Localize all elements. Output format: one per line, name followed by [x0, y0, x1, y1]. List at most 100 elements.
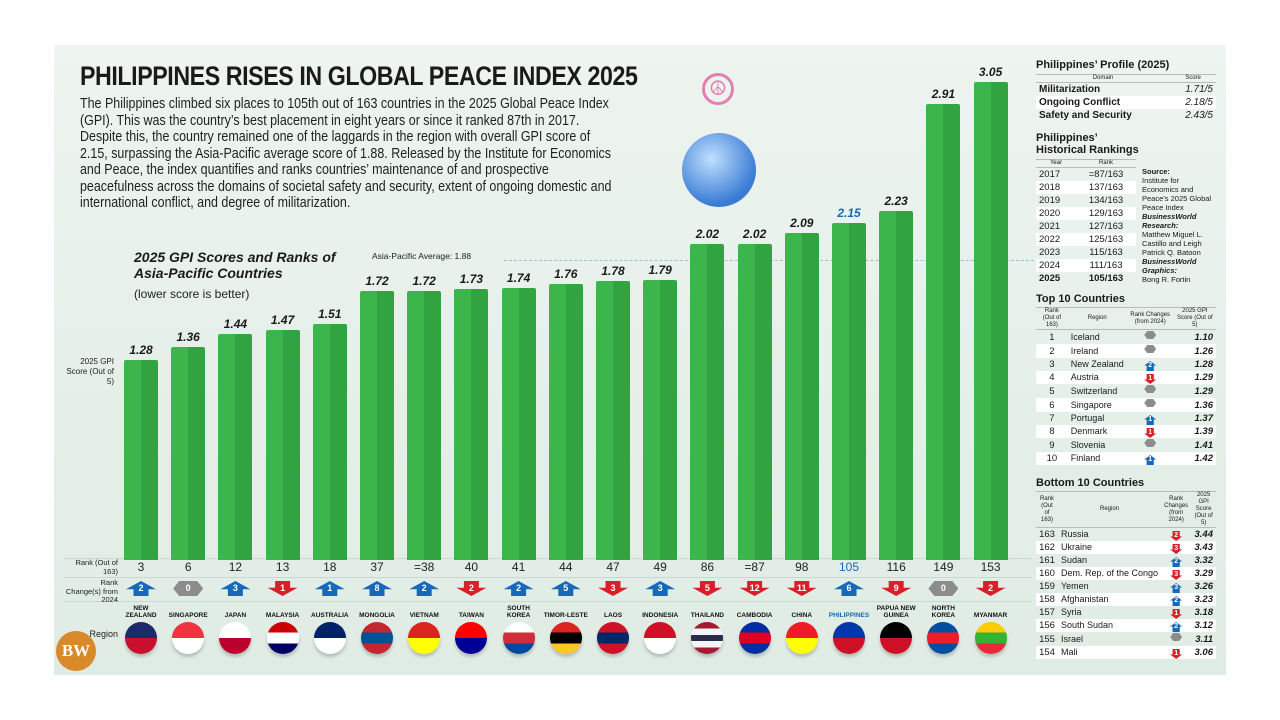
rank-change-up-icon: 2 — [1170, 596, 1183, 606]
divider — [64, 601, 1032, 602]
rank-change — [1161, 632, 1191, 646]
bar-value-label: 1.44 — [223, 317, 248, 332]
bar-value-label: 2.15 — [837, 206, 861, 221]
history-row: 2019 134/163 — [1036, 194, 1136, 207]
country-name: Finland — [1067, 452, 1127, 465]
gpi-score: 1.42 — [1173, 452, 1216, 465]
country-row: 161 Sudan 2 3.32 — [1036, 554, 1216, 567]
country-row: 6 Singapore 1.36 — [1036, 398, 1216, 412]
average-label: Asia-Pacific Average: 1.88 — [372, 251, 472, 261]
gpi-score: 3.11 — [1195, 633, 1213, 645]
bar-value-label: 1.72 — [412, 273, 436, 288]
rank-change-same-icon — [1170, 633, 1183, 641]
side-panel: Philippines’ Profile (2025) Domain Score … — [1036, 59, 1216, 659]
country-label: THAILAND — [690, 612, 724, 619]
rank-change-down-icon: 2 — [975, 581, 1006, 596]
bar — [596, 281, 630, 560]
rank-change: 2 — [1161, 619, 1192, 632]
column-header: 2025 GPI Score (Out of 5) — [1191, 491, 1216, 528]
rank-change-down-icon: 11 — [786, 581, 817, 596]
country-label: CAMBODIA — [736, 612, 773, 619]
rank: 105/163 — [1088, 273, 1124, 284]
rank: 2 — [1036, 344, 1068, 358]
rank-change-up-icon: 2 — [503, 581, 534, 596]
bar-value-label: 1.73 — [459, 272, 484, 287]
history-row: 2024 111/163 — [1036, 259, 1136, 272]
country-row: 5 Switzerland 1.29 — [1036, 384, 1216, 398]
flag-icon — [172, 622, 205, 654]
bar-value-label: 1.79 — [648, 262, 672, 277]
year: 2024 — [1036, 259, 1077, 272]
rank-change-down-icon: 3 — [598, 581, 628, 596]
bar-value-label: 1.51 — [318, 306, 342, 321]
country-label: NORTH KOREA — [931, 605, 956, 619]
rank: 160 — [1036, 567, 1058, 580]
y-axis-label: 2025 GPI Score (Out of 5) — [66, 357, 114, 386]
flag-icon — [738, 622, 771, 654]
bar — [501, 287, 536, 560]
bar-value-label: 2.23 — [884, 193, 908, 208]
rank: 159 — [1039, 581, 1055, 592]
rank-change-down-icon: 1 — [267, 581, 298, 596]
history-row: 2025 105/163 — [1036, 272, 1136, 285]
rank-change: 1 — [1126, 425, 1174, 438]
rank-change-down-icon: 1 — [1144, 428, 1157, 438]
country-row: 2 Ireland 1.26 — [1036, 344, 1216, 358]
bar-value-label: 1.28 — [129, 342, 153, 357]
domain-score: 2.43/5 — [1185, 110, 1213, 121]
country-label: SINGAPORE — [168, 612, 208, 619]
rank-label: =87 — [744, 560, 765, 574]
col-rank: Rank — [1076, 159, 1136, 168]
gpi-score: 1.39 — [1173, 425, 1216, 438]
rank: 158 — [1036, 593, 1058, 606]
flag-icon — [549, 622, 582, 654]
country-name: Yemen — [1060, 581, 1089, 591]
research-label: BusinessWorld Research: — [1142, 212, 1197, 230]
bar — [407, 290, 442, 560]
rank: 156 — [1036, 619, 1058, 632]
bar — [265, 329, 300, 560]
divider — [64, 558, 1032, 559]
bar-value-label: 1.74 — [506, 270, 531, 285]
history-row: 2018 137/163 — [1036, 181, 1136, 194]
rank: 5 — [1049, 385, 1055, 397]
rank-label: 105 — [838, 560, 860, 574]
country-row: 3 New Zealand 2 1.28 — [1036, 358, 1216, 371]
rank-change-down-icon: 5 — [692, 581, 723, 596]
country-row: 10 Finland 1 1.42 — [1036, 452, 1216, 465]
country-name: Syria — [1060, 607, 1082, 617]
rank: 162 — [1036, 541, 1058, 554]
country-name: Afghanistan — [1057, 593, 1162, 606]
country-name: Ireland — [1067, 344, 1127, 358]
flag-icon — [455, 622, 488, 654]
column-header: Region — [1057, 491, 1162, 528]
gpi-score: 3.26 — [1194, 581, 1214, 592]
rank-label: =38 — [414, 560, 435, 574]
bar-value-label: 1.47 — [270, 312, 295, 327]
year: 2020 — [1036, 207, 1077, 220]
rank-label: 12 — [228, 560, 243, 574]
flag-icon — [927, 622, 960, 654]
rank-change — [1126, 398, 1174, 412]
flag-icon — [266, 622, 299, 654]
rank: 157 — [1039, 607, 1055, 618]
rank-change-down-icon: 3 — [1170, 570, 1183, 580]
country-label: AUSTRALIA — [311, 612, 349, 619]
domain-name: Militarization — [1039, 84, 1101, 95]
rank-change-up-icon: 5 — [550, 581, 581, 596]
rank-change: 1 — [1161, 606, 1191, 619]
rank-change — [1126, 344, 1174, 358]
rank-change-same-icon — [1144, 385, 1157, 393]
source-label: Source: — [1142, 167, 1170, 176]
rank-change-down-icon: 2 — [456, 581, 487, 596]
rank-change-up-icon: 2 — [1170, 557, 1183, 567]
globe-illustration-icon — [682, 133, 756, 207]
rank-change-down-icon: 3 — [1170, 544, 1183, 554]
country-name: Mali — [1057, 646, 1162, 659]
rank-change: 1 — [1127, 412, 1174, 425]
gpi-score: 3.12 — [1191, 619, 1216, 632]
graphics-label: BusinessWorld Graphics: — [1142, 257, 1197, 275]
bar-value-label: 2.02 — [695, 226, 720, 241]
country-label: PHILIPPINES — [828, 612, 870, 619]
peace-sign-icon: ☮ — [702, 73, 734, 105]
